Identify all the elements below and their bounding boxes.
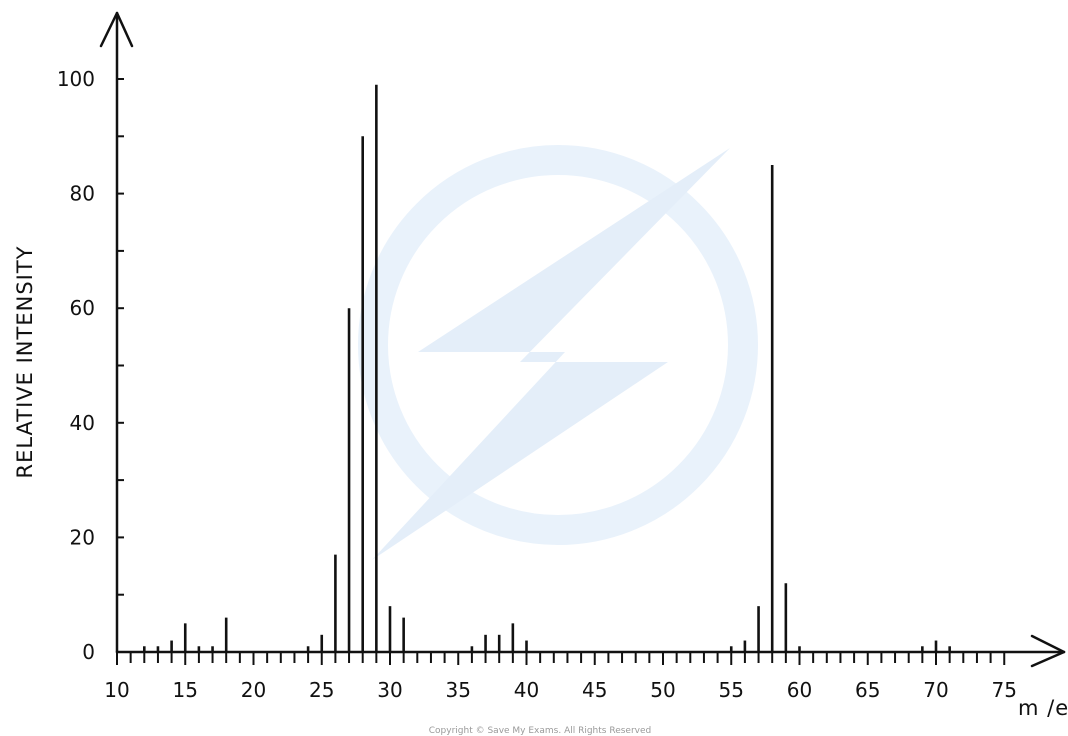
x-tick-label: 50 — [650, 678, 675, 702]
x-tick-label: 55 — [719, 678, 744, 702]
y-tick-label: 80 — [70, 182, 95, 206]
x-tick-label: 75 — [992, 678, 1017, 702]
x-tick-label: 10 — [104, 678, 129, 702]
y-tick-label: 60 — [70, 296, 95, 320]
y-axis-ticks: 0 20 40 60 80 100 — [57, 67, 124, 664]
x-tick-label: 20 — [241, 678, 266, 702]
x-tick-label: 60 — [787, 678, 812, 702]
x-tick-label: 30 — [377, 678, 402, 702]
x-tick-label: 40 — [514, 678, 539, 702]
y-tick-label: 0 — [82, 640, 95, 664]
x-tick-label: 65 — [855, 678, 880, 702]
x-tick-label: 70 — [923, 678, 948, 702]
y-tick-label: 20 — [70, 525, 95, 549]
x-tick-label: 45 — [582, 678, 607, 702]
x-axis-label: m /e — [1018, 696, 1068, 720]
y-tick-label: 100 — [57, 67, 95, 91]
y-axis-label: RELATIVE INTENSITY — [13, 246, 37, 479]
x-tick-label: 25 — [309, 678, 334, 702]
y-tick-label: 40 — [70, 411, 95, 435]
copyright-text: Copyright © Save My Exams. All Rights Re… — [429, 726, 651, 736]
x-tick-label: 15 — [173, 678, 198, 702]
x-tick-label: 35 — [446, 678, 471, 702]
watermark-logo — [372, 148, 743, 560]
x-axis-ticks: 10 15 20 25 30 35 40 45 50 55 60 65 70 75 — [104, 652, 1017, 702]
